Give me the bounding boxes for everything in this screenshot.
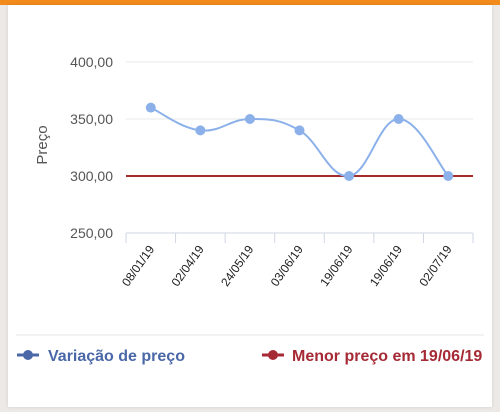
price-point[interactable] [294, 125, 305, 136]
x-tick-label: 02/04/19 [169, 242, 207, 289]
x-axis-ticks: 08/01/19 02/04/19 24/05/19 03/06/19 19/06/19… [119, 242, 455, 289]
y-axis-ticks: 400,00 350,00 300,00 250,00 [70, 54, 113, 241]
legend-item-series[interactable]: Variação de preço [17, 348, 185, 365]
x-tick-label: 03/06/19 [268, 242, 306, 289]
price-point[interactable] [393, 114, 404, 124]
legend-series-marker [23, 350, 33, 360]
y-tick-label: 350,00 [70, 111, 113, 127]
legend-series-label: Variação de preço [48, 348, 185, 365]
y-tick-label: 300,00 [70, 168, 113, 184]
x-tick-label: 24/05/19 [218, 242, 256, 289]
x-tick-label: 19/06/19 [317, 242, 355, 289]
price-point[interactable] [195, 125, 206, 136]
y-tick-label: 400,00 [70, 54, 113, 70]
y-axis-label: Preço [34, 125, 51, 164]
price-point[interactable] [145, 102, 156, 113]
price-point[interactable] [244, 114, 255, 124]
legend-item-min-price[interactable]: Menor preço em 19/06/19 [262, 348, 482, 365]
price-point[interactable] [344, 171, 355, 181]
y-tick-label: 250,00 [70, 225, 113, 241]
price-series-line [150, 106, 449, 178]
top-accent-bar [0, 0, 500, 5]
legend-min-marker [268, 350, 278, 360]
legend-min-label: Menor preço em 19/06/19 [292, 348, 482, 365]
series-group [126, 102, 473, 181]
price-point[interactable] [443, 171, 454, 181]
x-tick-label: 02/07/19 [416, 242, 454, 289]
chart-card: 400,00 350,00 300,00 250,00 Preço 08/01/19 0… [8, 5, 492, 407]
grid-lines [126, 61, 473, 234]
x-axis [125, 232, 474, 243]
x-tick-label: 08/01/19 [119, 242, 157, 289]
x-tick-label: 19/06/19 [367, 242, 405, 289]
